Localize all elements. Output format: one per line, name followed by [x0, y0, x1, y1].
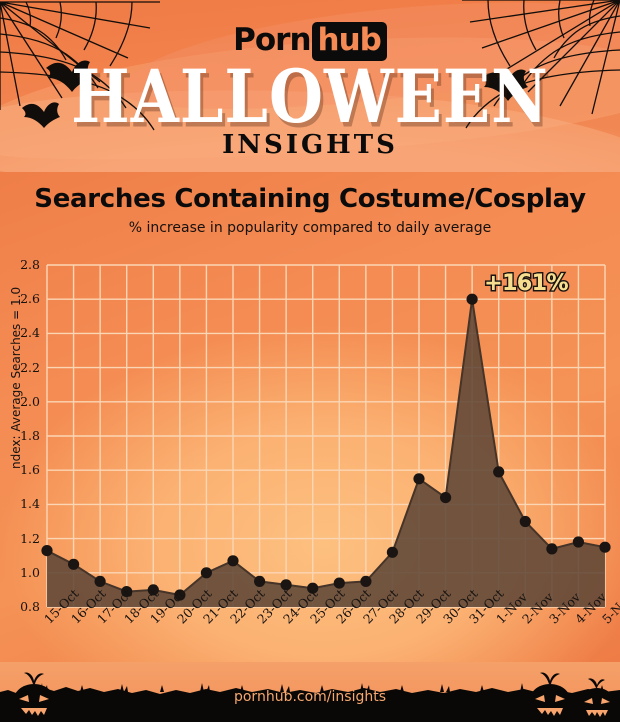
logo-porn-text: Porn — [233, 22, 311, 58]
data-point[interactable] — [200, 567, 212, 579]
data-point[interactable] — [307, 582, 319, 594]
footer-ground-graphic — [0, 672, 620, 722]
data-point[interactable] — [41, 545, 53, 557]
chart-subtitle: % increase in popularity compared to dai… — [128, 220, 492, 236]
insights-subhead-text: INSIGHTS — [222, 130, 398, 160]
y-axis-tick-label: 2.8 — [20, 257, 40, 272]
data-point[interactable] — [519, 515, 531, 528]
footer-url: pornhub.com/insights — [233, 689, 387, 705]
pumpkin-icon-left — [12, 672, 56, 720]
data-point[interactable] — [572, 536, 585, 548]
y-axis-tick-label: 1.0 — [20, 564, 40, 580]
data-point[interactable] — [174, 589, 186, 601]
data-point[interactable] — [68, 558, 80, 570]
y-axis-tick-label: 1.2 — [20, 530, 40, 546]
y-axis-tick-label: 1.6 — [20, 462, 40, 478]
ground-silhouette — [0, 687, 620, 722]
insights-subhead: INSIGHTS — [0, 130, 620, 160]
data-point[interactable] — [546, 543, 558, 555]
halloween-headline: HALLOWEEN — [0, 53, 620, 139]
chart-data-points — [41, 293, 611, 601]
data-point[interactable] — [147, 584, 159, 596]
page-footer: pornhub.com/insights — [0, 662, 620, 722]
y-axis-tick-label: 2.0 — [20, 393, 40, 409]
logo-hub-text: hub — [311, 22, 387, 61]
pumpkin-icon-right-1 — [528, 672, 572, 720]
data-point[interactable] — [493, 466, 505, 478]
y-axis-tick-label: 2.2 — [20, 359, 40, 375]
y-axis-tick-label: 1.8 — [20, 428, 40, 443]
pumpkin-icon-right-2 — [578, 678, 616, 721]
grass-blades — [40, 683, 604, 692]
chart-title: Searches Containing Costume/Cosplay — [34, 184, 586, 214]
halloween-headline-text: HALLOWEEN — [71, 53, 549, 140]
y-axis-tick-label: 0.8 — [20, 599, 40, 614]
y-axis-tick-label: 2.6 — [20, 291, 40, 307]
peak-annotation-label: +161% — [483, 270, 570, 298]
data-point[interactable] — [386, 546, 398, 558]
data-point[interactable] — [121, 586, 133, 598]
data-point[interactable] — [413, 473, 425, 485]
data-point[interactable] — [466, 293, 478, 305]
data-point[interactable] — [360, 575, 372, 587]
data-point[interactable] — [333, 577, 345, 589]
chart-svg — [41, 264, 611, 608]
y-axis-tick-label: 2.4 — [20, 325, 40, 341]
plot-area: ndex: Average Searches = 1.0 2.8 2.6 2.4 2.… — [0, 172, 620, 662]
pornhub-logo: Porn hub — [0, 22, 620, 61]
peak-annotation-label-fill: +161% — [484, 271, 569, 297]
chart-line — [46, 299, 606, 597]
header-banner: Porn hub HALLOWEEN INSIGHTS — [0, 0, 620, 172]
data-point[interactable] — [94, 575, 106, 587]
chart-body: Searches Containing Costume/Cosplay % in… — [0, 172, 620, 662]
chart-area-fill — [47, 299, 605, 607]
data-point[interactable] — [599, 541, 611, 553]
data-point[interactable] — [280, 579, 292, 591]
data-point[interactable] — [254, 575, 266, 587]
data-point[interactable] — [227, 555, 239, 567]
y-axis-tick-label: 1.4 — [20, 496, 40, 512]
data-point[interactable] — [440, 492, 452, 504]
